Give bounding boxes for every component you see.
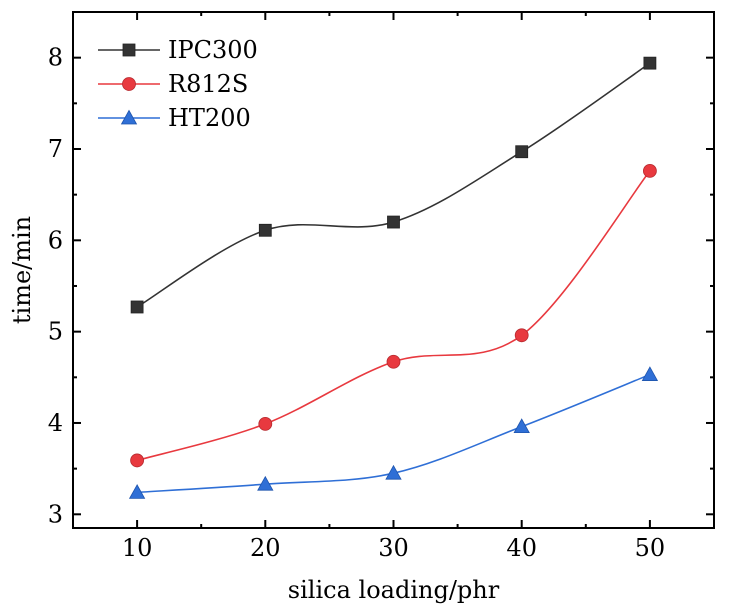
data-point-triangle	[641, 366, 659, 381]
data-point-triangle	[257, 475, 274, 491]
data-point-square	[387, 215, 400, 229]
legend: IPC300 R812S HT200	[98, 36, 258, 132]
x-tick-label: 10	[122, 534, 153, 562]
legend-marker-triangle	[120, 109, 138, 125]
data-point-triangle	[513, 418, 530, 434]
x-tick-label: 30	[378, 534, 409, 562]
y-tick-label: 3	[48, 500, 63, 528]
data-point-circle	[130, 453, 145, 468]
data-point-square	[130, 300, 144, 314]
x-tick-label: 20	[250, 534, 281, 562]
legend-marker-square	[122, 43, 136, 57]
y-tick-label: 4	[48, 409, 63, 437]
legend-label: IPC300	[168, 36, 258, 64]
x-tick-label: 40	[506, 534, 537, 562]
legend-marker-circle	[122, 77, 136, 91]
data-point-circle	[386, 354, 401, 369]
y-tick-label: 5	[48, 318, 63, 346]
legend-label: R812S	[168, 70, 248, 98]
legend-label: HT200	[168, 104, 251, 132]
data-point-circle	[514, 328, 529, 343]
y-tick-label: 7	[48, 135, 63, 163]
series-line	[136, 170, 651, 462]
series-r812s	[130, 164, 657, 468]
series-layer	[128, 56, 659, 499]
x-axis-title: silica loading/phr	[288, 576, 500, 604]
data-point-square	[515, 145, 529, 159]
y-tick-label: 8	[48, 44, 63, 72]
series-line	[136, 62, 651, 308]
y-axis-title: time/min	[8, 216, 36, 324]
legend-item-ipc300: IPC300	[98, 36, 258, 64]
x-tick-label: 50	[635, 534, 666, 562]
data-point-circle	[643, 164, 657, 178]
data-point-circle	[258, 416, 273, 431]
legend-item-ht200: HT200	[98, 104, 251, 132]
y-tick-label: 6	[48, 226, 63, 254]
series-ipc300	[130, 56, 657, 314]
series-ht200	[128, 366, 659, 499]
legend-item-r812s: R812S	[98, 70, 248, 98]
data-point-triangle	[385, 464, 402, 480]
data-point-triangle	[128, 484, 146, 499]
axes-layer: 10 20 30 40 50 3 4 5 6 7 8	[48, 11, 715, 562]
data-point-square	[643, 56, 657, 70]
data-point-square	[258, 223, 272, 237]
